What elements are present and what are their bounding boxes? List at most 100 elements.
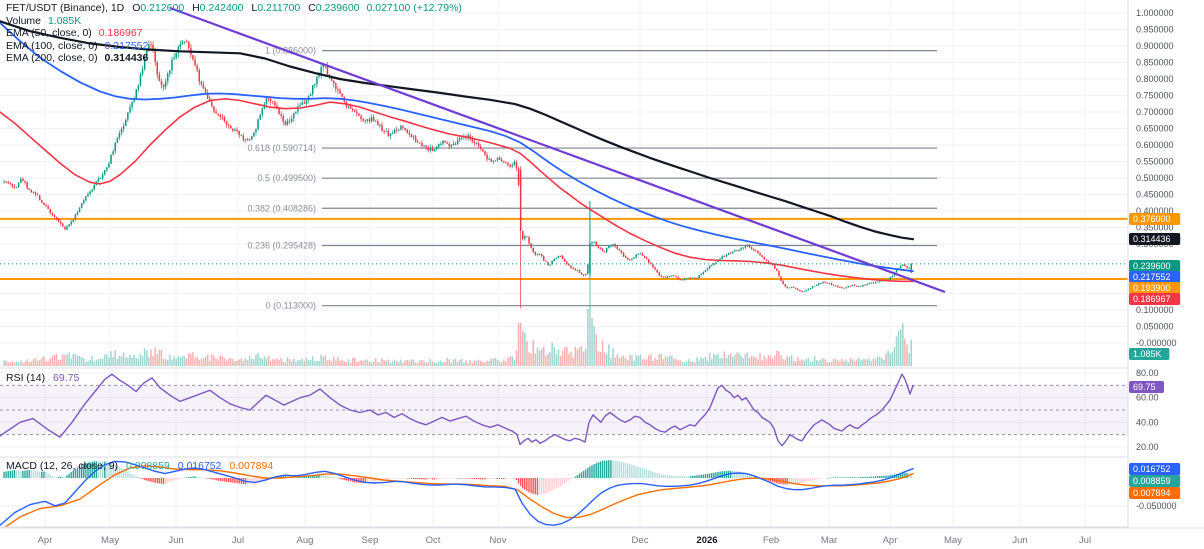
symbol-legend-row[interactable]: FET/USDT (Binance), 1D O0.212600 H0.2424… (6, 2, 462, 15)
svg-text:0.050000: 0.050000 (1136, 322, 1174, 332)
svg-text:0.800000: 0.800000 (1136, 74, 1174, 84)
macd-legend-row[interactable]: MACD (12, 26, close, 9) 0.008859 0.01675… (6, 460, 273, 472)
ema100-legend-row[interactable]: EMA (100, close, 0) 0.217552 (6, 40, 462, 53)
open-label: O (132, 2, 141, 14)
close-value: 0.239600 (315, 2, 360, 14)
ema200-legend-row[interactable]: EMA (200, close, 0) 0.314436 (6, 52, 462, 65)
rsi-label: RSI (14) (6, 372, 46, 384)
svg-text:Aug: Aug (297, 535, 314, 546)
ema100-label: EMA (100, close, 0) (6, 39, 98, 52)
ema50-value: 0.186967 (98, 27, 143, 39)
svg-text:0.950000: 0.950000 (1136, 25, 1174, 35)
svg-text:60.00: 60.00 (1136, 393, 1159, 403)
ema50-label: EMA (50, close, 0) (6, 27, 92, 39)
svg-text:0.400000: 0.400000 (1136, 206, 1174, 216)
svg-text:Nov: Nov (490, 535, 507, 546)
macd-line-value: 0.016752 (177, 460, 222, 472)
svg-text:Jun: Jun (1012, 535, 1027, 546)
svg-text:May: May (101, 535, 119, 546)
horizontal-ray-lines[interactable] (0, 217, 1128, 281)
svg-text:0.007894: 0.007894 (1133, 488, 1171, 498)
svg-text:0.239600: 0.239600 (1133, 261, 1171, 271)
volume-bars (3, 201, 912, 366)
svg-text:0.186967: 0.186967 (1133, 294, 1171, 304)
svg-text:0.500000: 0.500000 (1136, 173, 1174, 183)
symbol-title: FET/USDT (Binance), 1D (6, 2, 125, 14)
macd-pane[interactable] (0, 460, 914, 531)
price-scale-badges: 0.376000 0.314436 0.2396000.2175520.193900… (1129, 213, 1181, 499)
svg-text:0.450000: 0.450000 (1136, 190, 1174, 200)
svg-text:40.00: 40.00 (1136, 417, 1159, 427)
macd-hist-value: 0.008859 (125, 460, 170, 472)
rsi-value: 69.75 (53, 372, 80, 384)
svg-text:1.000000: 1.000000 (1136, 8, 1174, 18)
svg-text:0.350000: 0.350000 (1136, 223, 1174, 233)
svg-text:0.900000: 0.900000 (1136, 41, 1174, 51)
macd-label: MACD (12, 26, close, 9) (6, 460, 119, 472)
svg-text:-0.050000: -0.050000 (1136, 501, 1177, 511)
volume-legend-row[interactable]: Volume 1.085K (6, 15, 462, 28)
svg-text:Jul: Jul (232, 535, 244, 546)
volume-value: 1.085K (47, 14, 82, 27)
ema50-legend-row[interactable]: EMA (50, close, 0) 0.186967 (6, 27, 462, 40)
svg-text:0.750000: 0.750000 (1136, 91, 1174, 101)
macd-signal-value: 0.007894 (229, 460, 274, 472)
rsi-pane[interactable] (0, 373, 1128, 447)
svg-text:0.016752: 0.016752 (1133, 464, 1171, 474)
svg-text:0.5 (0.499500): 0.5 (0.499500) (257, 173, 316, 183)
high-value: 0.242400 (199, 2, 244, 14)
low-label: L (251, 2, 258, 14)
svg-text:Dec: Dec (632, 535, 649, 546)
close-label: C (308, 2, 316, 14)
volume-label: Volume (6, 14, 42, 27)
ema200-value: 0.314436 (104, 52, 149, 64)
svg-text:0.100000: 0.100000 (1136, 305, 1174, 315)
svg-text:1.085K: 1.085K (1133, 349, 1162, 359)
fib-retracement[interactable]: 1 (0.886000) 0.618 (0.590714) 0.5 (0.49950… (247, 46, 937, 311)
svg-text:0.193900: 0.193900 (1133, 283, 1171, 293)
svg-text:0.618 (0.590714): 0.618 (0.590714) (247, 143, 316, 153)
candles (3, 39, 912, 309)
ema200-label: EMA (200, close, 0) (6, 52, 98, 64)
low-value: 0.211700 (257, 2, 301, 14)
svg-text:1 (0.886000): 1 (0.886000) (265, 46, 316, 56)
svg-text:Feb: Feb (763, 535, 779, 546)
open-value: 0.212600 (140, 2, 185, 14)
svg-text:Jul: Jul (1079, 535, 1091, 546)
time-axis[interactable]: Apr May Jun Jul Aug Sep Oct Nov Dec 2026 Feb Mar Apr… (0, 527, 1204, 549)
pane-separators[interactable] (0, 367, 1204, 528)
svg-text:0.236 (0.295428): 0.236 (0.295428) (247, 241, 316, 251)
svg-text:Mar: Mar (821, 535, 837, 546)
svg-text:Oct: Oct (426, 535, 441, 546)
svg-text:0.217552: 0.217552 (1133, 272, 1171, 282)
svg-text:0.600000: 0.600000 (1136, 140, 1174, 150)
svg-text:0.550000: 0.550000 (1136, 157, 1174, 167)
ema-200-line[interactable] (0, 20, 915, 241)
svg-text:-0.000000: -0.000000 (1136, 338, 1177, 348)
svg-text:0.376000: 0.376000 (1133, 214, 1171, 224)
trend-line[interactable] (169, 6, 946, 294)
ema100-value: 0.217552 (104, 39, 149, 52)
svg-text:69.75: 69.75 (1133, 382, 1156, 392)
grid (0, 0, 1128, 527)
svg-text:0 (0.113000): 0 (0.113000) (266, 301, 316, 311)
main-legend: FET/USDT (Binance), 1D O0.212600 H0.2424… (6, 2, 462, 65)
svg-text:80.00: 80.00 (1136, 368, 1159, 378)
ema-50-line[interactable] (0, 98, 914, 283)
svg-text:May: May (944, 535, 962, 546)
svg-text:0.700000: 0.700000 (1136, 107, 1174, 117)
svg-text:Sep: Sep (362, 535, 379, 546)
svg-text:Apr: Apr (883, 535, 898, 546)
svg-text:0.314436: 0.314436 (1133, 234, 1171, 244)
ema-100-line[interactable] (0, 22, 914, 273)
high-label: H (192, 2, 200, 14)
svg-text:Apr: Apr (38, 535, 53, 546)
svg-text:0.650000: 0.650000 (1136, 124, 1174, 134)
rsi-legend-row[interactable]: RSI (14) 69.75 (6, 372, 79, 384)
svg-text:20.00: 20.00 (1136, 442, 1159, 452)
svg-text:0.382 (0.408286): 0.382 (0.408286) (247, 203, 316, 213)
svg-text:0.008859: 0.008859 (1133, 476, 1171, 486)
svg-text:0.850000: 0.850000 (1136, 58, 1174, 68)
